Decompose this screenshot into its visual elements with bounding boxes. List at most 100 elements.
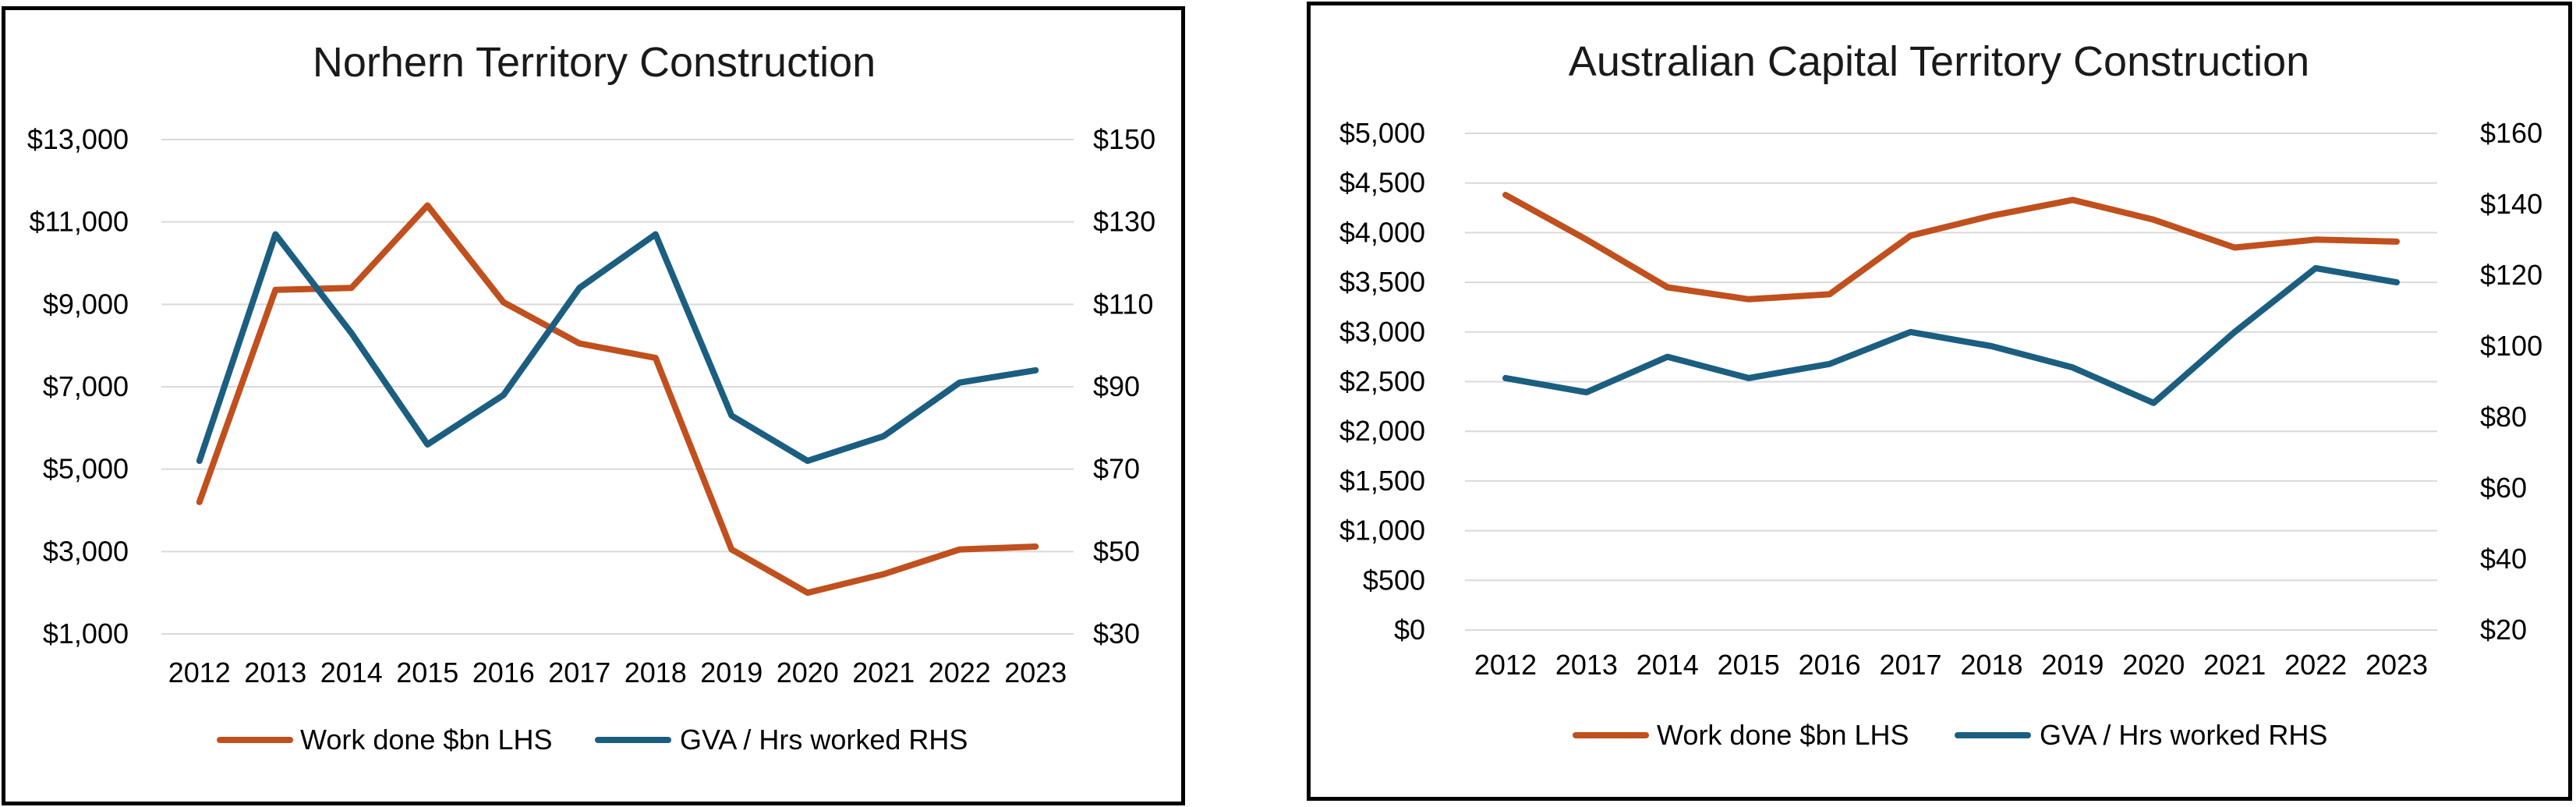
data-point xyxy=(807,592,809,593)
left-axis-tick-label: $2,500 xyxy=(1339,366,1425,398)
data-point xyxy=(655,357,656,359)
x-axis-tick-label: 2017 xyxy=(1879,649,1941,681)
data-point xyxy=(1667,286,1668,288)
x-axis-tick-label: 2014 xyxy=(1637,649,1699,681)
left-axis-tick-label: $9,000 xyxy=(43,288,129,320)
series-line-gva xyxy=(196,231,1039,465)
data-point xyxy=(1667,356,1668,358)
data-point xyxy=(579,287,580,288)
x-axis-tick-label: 2023 xyxy=(1004,657,1067,688)
series-line-gva xyxy=(1502,264,2400,406)
left-axis-tick-label: $11,000 xyxy=(30,206,129,238)
x-axis-tick-label: 2013 xyxy=(1555,649,1618,681)
data-point xyxy=(655,234,656,235)
data-point xyxy=(731,549,732,550)
series-line-work-done xyxy=(1502,192,2400,303)
right-axis-tick-label: $150 xyxy=(1093,123,1155,155)
right-axis-tick-label: $60 xyxy=(2480,472,2527,504)
data-point xyxy=(731,415,732,416)
right-axis-tick-label: $90 xyxy=(1093,370,1140,402)
data-point xyxy=(1990,345,1992,347)
x-axis-tick-label: 2021 xyxy=(2203,649,2266,681)
data-point xyxy=(1505,377,1506,379)
x-axis-tick-label: 2013 xyxy=(244,657,306,688)
data-point xyxy=(1505,194,1506,196)
chart-panel-act: Australian Capital Territory Constructio… xyxy=(1307,2,2572,801)
right-axis-tick-label: $160 xyxy=(2480,117,2542,149)
x-axis-tick-label: 2019 xyxy=(700,657,763,688)
data-point xyxy=(2396,281,2397,283)
chart-northern-territory: Norhern Territory Construction $1,000 $3,0… xyxy=(27,39,1155,756)
x-axis-tick-label: 2020 xyxy=(2122,649,2185,681)
left-axis-tick-label: $500 xyxy=(1363,564,1425,596)
data-point xyxy=(1035,546,1036,547)
x-axis-tick-label: 2022 xyxy=(929,657,991,688)
left-axis-tick-label: $3,500 xyxy=(1339,266,1425,298)
data-point xyxy=(2234,247,2235,249)
data-point xyxy=(2072,199,2073,200)
data-point xyxy=(2234,331,2235,333)
data-point xyxy=(2072,366,2073,368)
x-axis-tick-label: 2022 xyxy=(2284,649,2347,681)
data-point xyxy=(1990,215,1992,217)
left-axis-tick-label: $5,000 xyxy=(1339,117,1425,149)
legend-label: Work done $bn LHS xyxy=(1657,719,1909,751)
left-axis-tick-label: $7,000 xyxy=(43,370,129,402)
series-line-work-done xyxy=(196,202,1039,596)
data-point xyxy=(1586,391,1587,393)
data-point xyxy=(959,549,961,550)
data-point xyxy=(274,234,276,235)
x-axis-tick-label: 2015 xyxy=(396,657,458,688)
chart-panel-northern-territory: Norhern Territory Construction $1,000 $3,0… xyxy=(2,6,1185,805)
data-point xyxy=(426,444,428,445)
x-axis-tick-label: 2015 xyxy=(1718,649,1780,681)
chart-title: Australian Capital Territory Constructio… xyxy=(1569,38,2309,85)
data-point xyxy=(351,332,352,334)
legend-label: Work done $bn LHS xyxy=(300,724,553,756)
right-axis-tick-label: $20 xyxy=(2480,614,2527,646)
right-axis-tick-label: $40 xyxy=(2480,543,2527,575)
left-axis-tick-label: $4,000 xyxy=(1339,216,1425,248)
x-axis-tick-label: 2018 xyxy=(1960,649,2022,681)
data-point xyxy=(1829,363,1831,365)
left-axis-tick-label: $1,000 xyxy=(43,618,129,649)
data-point xyxy=(883,573,884,575)
legend-label: GVA / Hrs worked RHS xyxy=(2040,719,2327,751)
left-axis-tick-label: $3,000 xyxy=(43,535,129,567)
data-point xyxy=(1829,293,1831,295)
right-axis-tick-label: $110 xyxy=(1093,288,1153,320)
data-point xyxy=(199,501,200,503)
left-axis-tick-label: $13,000 xyxy=(27,123,129,155)
data-point xyxy=(1910,235,1912,236)
right-axis-tick-label: $50 xyxy=(1093,535,1140,567)
left-axis-tick-label: $5,000 xyxy=(43,453,129,485)
data-point xyxy=(1748,299,1750,300)
data-point xyxy=(1748,377,1750,379)
data-point xyxy=(426,205,428,207)
data-point xyxy=(1035,370,1036,371)
data-point xyxy=(199,460,200,462)
data-point xyxy=(2315,267,2316,269)
data-point xyxy=(2153,219,2154,221)
right-axis-tick-label: $120 xyxy=(2480,259,2542,291)
data-point xyxy=(1910,331,1912,333)
right-axis-tick-label: $30 xyxy=(1093,618,1140,649)
right-axis-tick-label: $70 xyxy=(1093,453,1140,485)
right-axis-tick-label: $100 xyxy=(2480,330,2542,362)
left-axis-tick-label: $0 xyxy=(1394,614,1425,646)
right-axis-tick-label: $80 xyxy=(2480,401,2527,433)
data-point xyxy=(883,435,884,437)
data-point xyxy=(274,289,276,291)
right-axis-tick-label: $130 xyxy=(1093,206,1155,238)
chart-title: Norhern Territory Construction xyxy=(313,39,876,86)
data-point xyxy=(1586,239,1587,240)
x-axis-tick-label: 2012 xyxy=(168,657,231,688)
left-axis-tick-label: $3,000 xyxy=(1339,316,1425,348)
legend-label: GVA / Hrs worked RHS xyxy=(680,724,968,756)
data-point xyxy=(2153,402,2154,404)
x-axis-tick-label: 2021 xyxy=(852,657,915,688)
x-axis-tick-label: 2016 xyxy=(472,657,535,688)
data-point xyxy=(503,395,504,396)
data-point xyxy=(807,460,809,462)
data-point xyxy=(351,287,352,288)
